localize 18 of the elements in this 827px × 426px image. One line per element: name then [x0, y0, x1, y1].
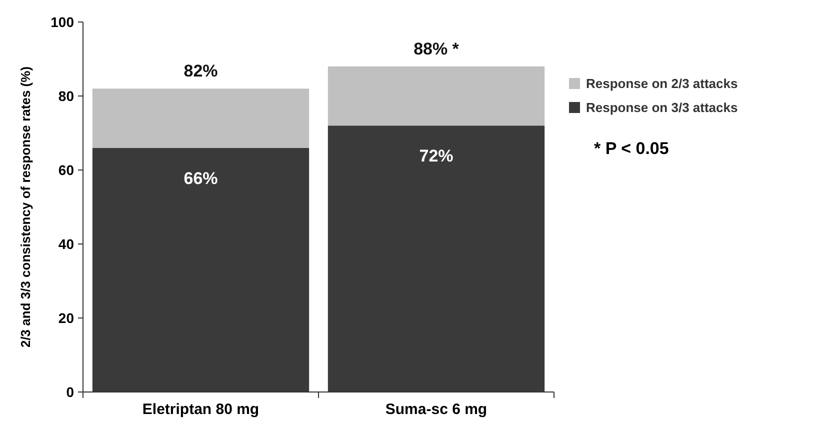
data-label: 66%	[184, 168, 218, 188]
x-tick-label: Eletriptan 80 mg	[142, 401, 260, 418]
y-tick-label: 100	[50, 14, 74, 30]
data-label: 72%	[419, 146, 454, 166]
y-tick-label: 20	[58, 310, 74, 326]
y-tick-label: 40	[58, 236, 74, 252]
y-tick-label: 80	[58, 88, 74, 104]
total-label: 88% *	[414, 39, 460, 58]
y-tick-label: 60	[58, 162, 74, 178]
text: * P < 0.05	[594, 139, 669, 158]
x-tick-label: Suma-sc 6 mg	[385, 401, 488, 418]
legend-label: Response on 2/3 attacks	[586, 76, 738, 91]
y-tick-label: 0	[66, 384, 74, 400]
legend-label: Response on 3/3 attacks	[586, 100, 738, 115]
y-axis-title: 2/3 and 3/3 consistency of response rates (%)	[18, 66, 33, 348]
total-label: 82%	[184, 62, 218, 81]
bar	[328, 66, 545, 126]
bar	[92, 88, 310, 148]
